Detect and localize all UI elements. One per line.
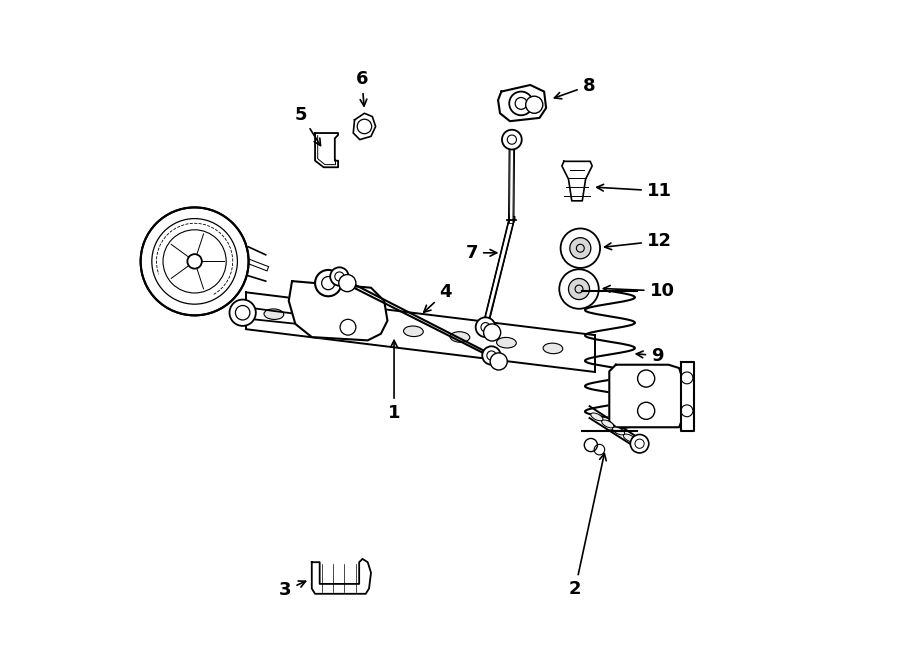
Circle shape: [502, 130, 522, 149]
Text: 2: 2: [569, 453, 607, 598]
Ellipse shape: [602, 420, 614, 428]
Polygon shape: [289, 281, 388, 340]
Circle shape: [559, 269, 598, 309]
Circle shape: [330, 267, 348, 286]
Polygon shape: [609, 365, 682, 427]
Ellipse shape: [624, 434, 635, 442]
Ellipse shape: [357, 321, 377, 331]
Circle shape: [561, 229, 600, 268]
Ellipse shape: [613, 427, 625, 435]
Circle shape: [630, 434, 649, 453]
Text: 11: 11: [597, 182, 671, 200]
Circle shape: [338, 274, 356, 292]
Text: 1: 1: [388, 340, 400, 422]
Polygon shape: [681, 362, 694, 430]
Circle shape: [570, 238, 591, 258]
Circle shape: [315, 270, 341, 296]
Ellipse shape: [264, 309, 284, 319]
Polygon shape: [562, 161, 592, 201]
Text: 10: 10: [603, 282, 674, 300]
Polygon shape: [246, 292, 595, 372]
Circle shape: [491, 353, 508, 370]
Ellipse shape: [497, 337, 517, 348]
Ellipse shape: [450, 332, 470, 342]
Ellipse shape: [403, 326, 423, 336]
Ellipse shape: [590, 413, 603, 421]
Text: 5: 5: [295, 106, 320, 145]
Circle shape: [483, 324, 500, 341]
Polygon shape: [315, 133, 338, 167]
Text: 9: 9: [636, 346, 663, 364]
Ellipse shape: [310, 315, 330, 325]
Polygon shape: [498, 85, 546, 121]
Polygon shape: [353, 113, 375, 139]
Circle shape: [476, 317, 495, 337]
Ellipse shape: [543, 343, 562, 354]
Circle shape: [482, 346, 500, 365]
Text: 8: 8: [554, 77, 595, 98]
Circle shape: [357, 119, 372, 134]
Circle shape: [230, 299, 256, 326]
Circle shape: [526, 96, 543, 113]
Text: 7: 7: [465, 244, 497, 262]
Text: 12: 12: [605, 232, 671, 250]
Circle shape: [509, 92, 533, 115]
Text: 6: 6: [356, 70, 368, 106]
Polygon shape: [311, 559, 371, 594]
Circle shape: [140, 208, 248, 315]
Circle shape: [569, 278, 590, 299]
Text: 3: 3: [279, 581, 306, 600]
Text: 4: 4: [424, 284, 452, 312]
